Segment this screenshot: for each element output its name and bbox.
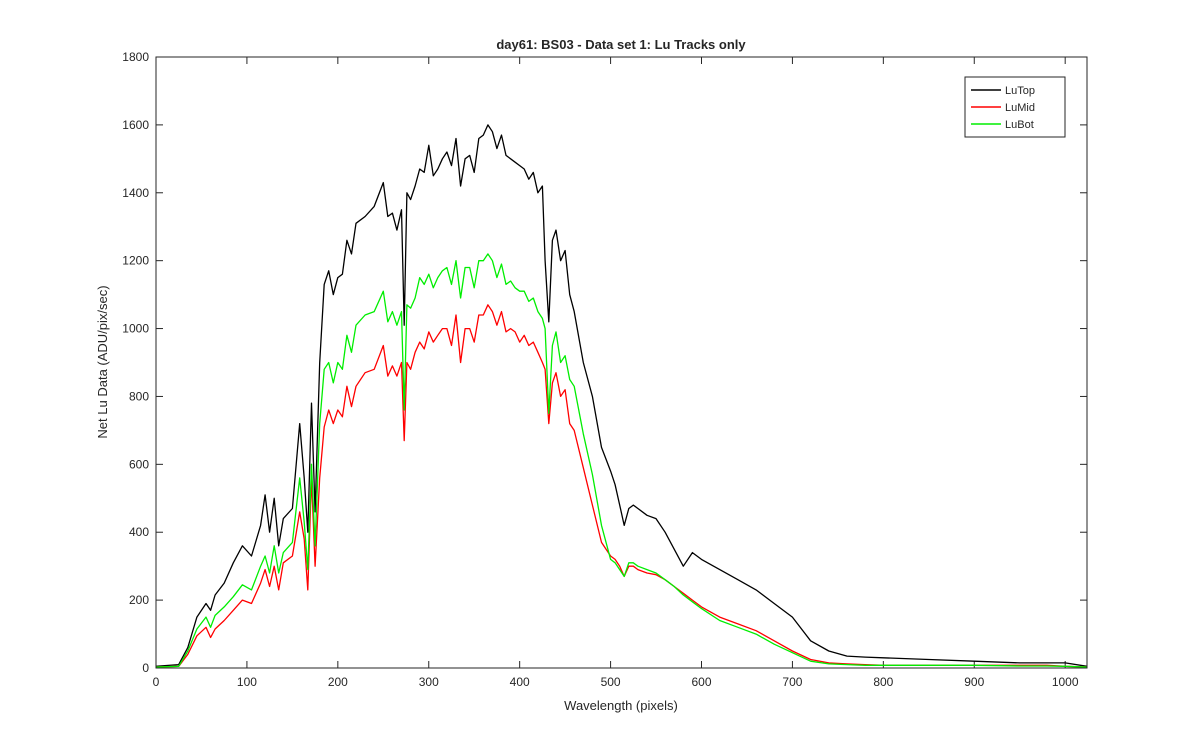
y-tick-label: 1000 (122, 322, 149, 336)
x-tick-label: 900 (964, 675, 984, 689)
plot-background (156, 57, 1087, 668)
y-tick-label: 800 (129, 389, 149, 403)
y-tick-label: 400 (129, 525, 149, 539)
series-line-lutop (155, 124, 1088, 667)
x-tick-label: 600 (691, 675, 711, 689)
x-tick-label: 300 (419, 675, 439, 689)
chart-title: day61: BS03 - Data set 1: Lu Tracks only (496, 37, 746, 52)
x-tick-label: 700 (782, 675, 802, 689)
y-tick-label: 1200 (122, 254, 149, 268)
legend: LuTop LuMid LuBot (964, 76, 1066, 138)
y-tick-label: 600 (129, 457, 149, 471)
legend-label-lubot: LuBot (1005, 119, 1034, 131)
x-axis-label: Wavelength (pixels) (564, 698, 678, 713)
x-tick-label: 100 (237, 675, 257, 689)
y-axis-label: Net Lu Data (ADU/pix/sec) (95, 285, 110, 438)
series-line-lubot (155, 253, 1088, 668)
x-tick-label: 400 (510, 675, 530, 689)
legend-label-lumid: LuMid (1005, 102, 1035, 114)
y-tick-label: 200 (129, 593, 149, 607)
x-tick-label: 800 (873, 675, 893, 689)
y-tick-label: 1400 (122, 186, 149, 200)
y-tick-label: 1800 (122, 50, 149, 64)
x-tick-label: 1000 (1052, 675, 1079, 689)
legend-label-lutop: LuTop (1005, 85, 1035, 97)
x-tick-label: 0 (153, 675, 160, 689)
y-tick-label: 0 (142, 661, 149, 675)
y-tick-label: 1600 (122, 118, 149, 132)
x-tick-label: 200 (328, 675, 348, 689)
plot-frame (155, 56, 1088, 669)
x-tick-label: 500 (601, 675, 621, 689)
